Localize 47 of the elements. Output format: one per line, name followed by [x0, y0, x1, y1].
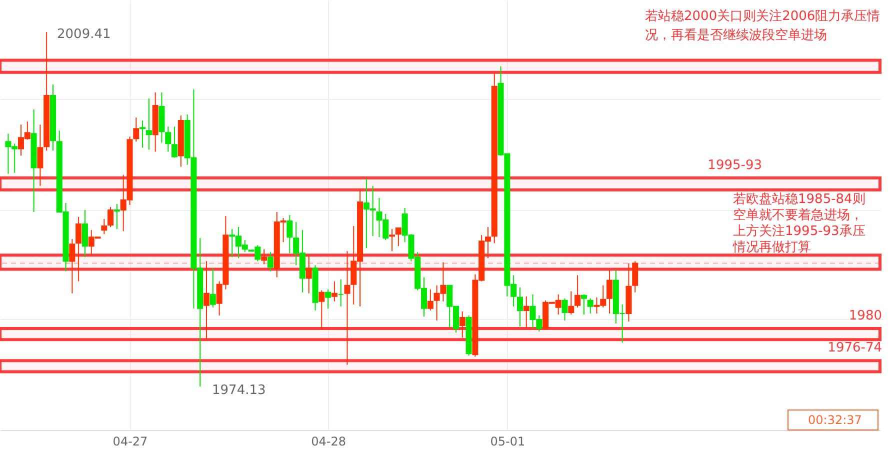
candlestick: [344, 250, 350, 366]
candlestick: [114, 203, 120, 230]
candlestick: [325, 288, 332, 309]
candlestick: [165, 126, 172, 152]
candlestick: [82, 209, 88, 258]
annotation: 1974.13: [212, 383, 266, 398]
candlestick: [204, 260, 210, 340]
candlestick: [331, 280, 338, 302]
x-tick-label: 04-27: [112, 434, 148, 448]
candlestick: [587, 298, 594, 314]
candlestick: [580, 294, 587, 315]
candlestick: [318, 290, 325, 330]
candlestick: [108, 206, 114, 228]
candlestick: [632, 260, 638, 293]
candlestick: [133, 117, 140, 142]
text: 00:32:37: [808, 413, 862, 427]
candlestick: [261, 248, 268, 265]
candlestick: [562, 298, 568, 321]
candlestick: [76, 216, 82, 282]
candlestick: [516, 286, 523, 328]
candlestick: [101, 218, 108, 235]
candlestick: [427, 288, 434, 311]
candlestick: [69, 238, 76, 294]
band-label: 1995-93: [708, 158, 762, 173]
candlestick: [389, 228, 396, 252]
annotation: 2009.41: [57, 27, 111, 42]
candlestick: [338, 278, 344, 307]
candlestick: [286, 214, 293, 254]
candlestick: [37, 124, 44, 186]
candlestick: [146, 98, 152, 150]
candlestick: [459, 310, 466, 338]
band-label: 1976-74: [828, 340, 882, 356]
candlestick: [267, 252, 274, 272]
text: 若站稳2000关口则关注2006阻力承压情况，再看是否继续波段空单进场: [645, 9, 880, 43]
x-tick-label: 04-28: [311, 434, 346, 448]
candlestick: [210, 268, 216, 308]
candlestick: [395, 228, 402, 247]
candlestick: [568, 290, 574, 315]
candlestick: [140, 120, 146, 148]
candlestick: [172, 126, 178, 158]
candlestick: [574, 274, 581, 308]
band-label: 1980: [848, 308, 882, 324]
candlestick: [523, 296, 530, 328]
text: 若欧盘站稳1985-84则空单就不要着急进场，上方关注1995-93承压情况再做打算: [732, 192, 866, 255]
x-tick-label: 05-01: [490, 434, 526, 448]
candlestick: [306, 256, 312, 294]
candlestick: [606, 270, 613, 314]
